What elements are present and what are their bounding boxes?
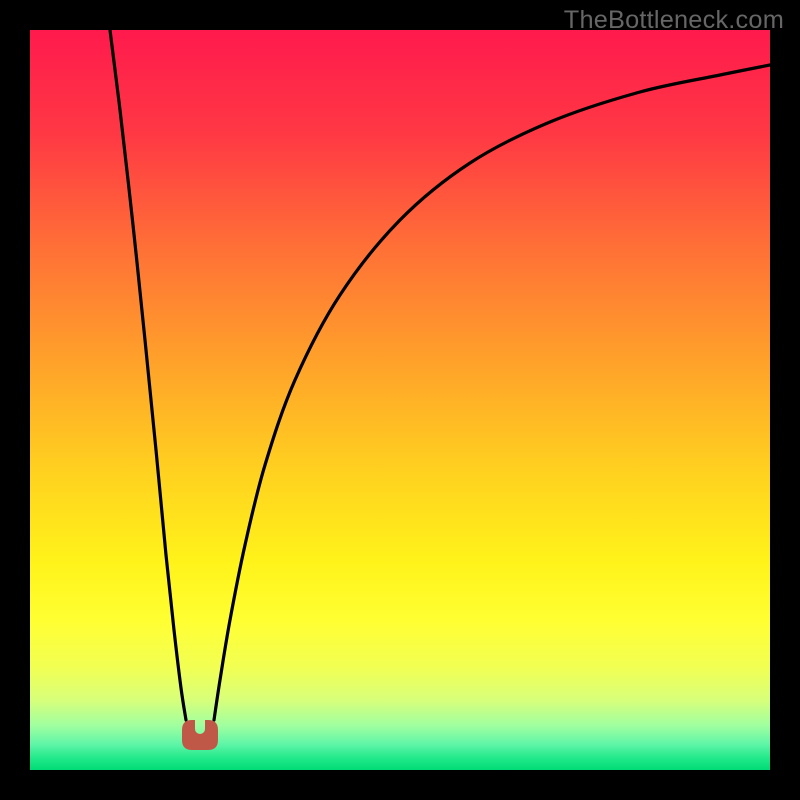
bottleneck-chart: [0, 0, 800, 800]
chart-frame: TheBottleneck.com: [0, 0, 800, 800]
chart-plot-area: [30, 30, 770, 770]
watermark-text: TheBottleneck.com: [564, 6, 784, 35]
